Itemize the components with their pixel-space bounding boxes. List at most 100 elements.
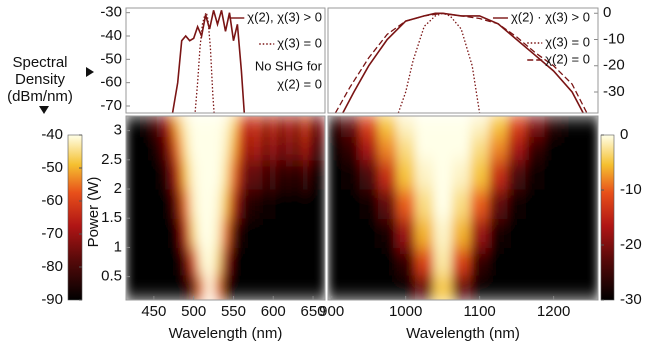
- heat-cell: [253, 218, 262, 249]
- heat-cell: [309, 189, 318, 219]
- heat-cell: [301, 159, 310, 190]
- heat-cell: [245, 159, 254, 190]
- heat-cell: [470, 275, 490, 300]
- heat-cell: [277, 159, 286, 190]
- heat-cell: [377, 116, 398, 138]
- heat-cell: [157, 116, 167, 138]
- heat-cell: [581, 189, 598, 219]
- heat-cell: [205, 189, 215, 219]
- heat-cell: [340, 136, 361, 161]
- heat-cell: [269, 189, 278, 219]
- heat-cell: [157, 136, 167, 161]
- y-tick-label: 1: [114, 238, 122, 255]
- heat-cell: [309, 116, 318, 138]
- heat-cell: [377, 159, 398, 190]
- heat-cell: [165, 189, 175, 219]
- heat-cell: [213, 159, 223, 190]
- heat-cell: [377, 189, 398, 219]
- heat-cell: [285, 218, 294, 249]
- heat-cell: [301, 189, 310, 219]
- line-series: [194, 11, 215, 113]
- heat-cell: [301, 136, 310, 161]
- heat-cell: [328, 136, 342, 161]
- heat-cell: [277, 218, 286, 249]
- heat-cell: [133, 116, 143, 138]
- heat-cell: [181, 159, 191, 190]
- heat-cell: [488, 275, 508, 300]
- heat-cell: [396, 247, 416, 276]
- heat-cell: [317, 136, 325, 161]
- heat-cell: [433, 275, 453, 300]
- heat-cell: [253, 136, 262, 161]
- heat-cell: [507, 275, 527, 300]
- heat-cell: [126, 116, 135, 138]
- heat-cell: [221, 218, 231, 249]
- heat-cell: [544, 136, 564, 161]
- heat-cell: [451, 275, 471, 300]
- plot-frame: [125, 115, 326, 301]
- heat-cell: [377, 247, 398, 276]
- x-tick-label: 900: [319, 303, 344, 320]
- heat-cell: [213, 218, 223, 249]
- y-tick-label: -70: [100, 97, 122, 114]
- heat-cell: [301, 275, 310, 300]
- heat-cell: [189, 159, 199, 190]
- y-tick-label: 2: [114, 180, 122, 197]
- heat-cell: [205, 247, 215, 276]
- heat-cell: [197, 116, 207, 138]
- heat-cell: [277, 189, 286, 219]
- heat-cell: [245, 275, 254, 300]
- heat-cell: [309, 247, 318, 276]
- heat-cell: [451, 247, 471, 276]
- heat-cell: [544, 159, 564, 190]
- heat-cell: [133, 218, 143, 249]
- heat-cell: [328, 189, 342, 219]
- heat-cell: [414, 159, 435, 190]
- heat-cell: [285, 189, 294, 219]
- y-axis-label: (dBm/nm): [7, 88, 73, 105]
- y-axis-label: Spectral: [12, 54, 67, 71]
- heat-cell: [261, 247, 270, 276]
- legend-label: χ(2) · χ(3) > 0: [511, 9, 590, 24]
- heat-cell: [544, 275, 564, 300]
- heat-cell: [237, 116, 246, 138]
- legend-label: χ(3) = 0: [277, 35, 322, 50]
- heat-cell: [253, 247, 262, 276]
- heat-cell: [157, 189, 167, 219]
- colorbar-tick-label: -30: [620, 291, 642, 308]
- heat-cell: [221, 275, 231, 300]
- y-tick-label: 0.5: [101, 268, 122, 285]
- heat-cell: [309, 275, 318, 300]
- arrow-right: [86, 67, 94, 77]
- arrow-down: [39, 106, 49, 114]
- colorbar-tick-label: -90: [41, 291, 63, 308]
- heat-cell: [414, 275, 435, 300]
- plot-area: [334, 12, 588, 113]
- heat-cell: [181, 218, 191, 249]
- heat-cell: [359, 218, 379, 249]
- heatmap: [126, 116, 325, 300]
- heat-cell: [181, 247, 191, 276]
- heat-cell: [581, 159, 598, 190]
- heat-cell: [261, 116, 270, 138]
- heat-cell: [507, 218, 527, 249]
- heat-cell: [340, 247, 361, 276]
- heat-cell: [269, 136, 278, 161]
- heat-cell: [237, 136, 246, 161]
- heat-cell: [141, 159, 151, 190]
- heat-cell: [165, 218, 175, 249]
- heat-cell: [317, 159, 325, 190]
- heat-cell: [544, 247, 564, 276]
- heat-cell: [165, 159, 175, 190]
- heat-cell: [277, 275, 286, 300]
- heat-cell: [301, 247, 310, 276]
- heat-cell: [285, 159, 294, 190]
- heat-cell: [181, 275, 191, 300]
- heat-cell: [181, 136, 191, 161]
- plot-frame: [327, 7, 599, 114]
- colorbar-tick-label: -70: [41, 225, 63, 242]
- heat-cell: [126, 247, 135, 276]
- heat-cell: [189, 136, 199, 161]
- colorbar-tick-label: -40: [41, 126, 63, 143]
